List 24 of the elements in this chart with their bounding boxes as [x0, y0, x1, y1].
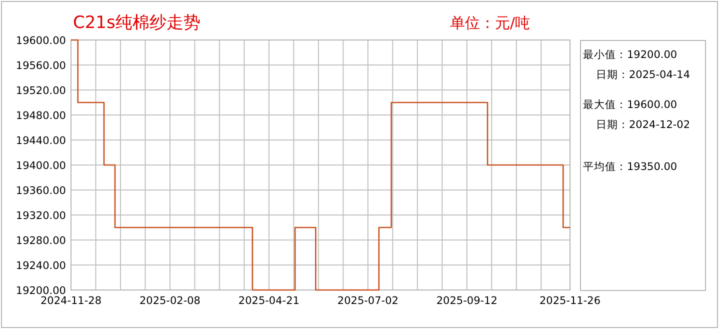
x-tick-label: 2025-11-26 [539, 295, 601, 307]
x-tick-label: 2025-04-21 [238, 295, 300, 307]
y-tick-label: 19480.00 [16, 110, 66, 122]
text: 日期：2024-12-02 [596, 119, 690, 131]
y-tick-label: 19240.00 [16, 260, 66, 272]
y-tick-label: 19320.00 [16, 210, 66, 222]
chart-title: C21s纯棉纱走势 [73, 13, 200, 33]
x-tick-label: 2024-11-28 [40, 295, 102, 307]
y-tick-label: 19360.00 [16, 185, 66, 197]
y-tick-label: 19440.00 [16, 135, 66, 147]
x-tick-label: 2025-02-08 [139, 295, 200, 307]
y-tick-label: 19400.00 [16, 160, 66, 172]
x-tick-label: 2025-09-12 [436, 295, 498, 307]
x-tick-label: 2025-07-02 [337, 295, 398, 307]
text: 最大值：19600.00 [583, 98, 678, 111]
y-tick-label: 19560.00 [16, 60, 66, 72]
chart-subtitle: 单位：元/吨 [450, 14, 530, 32]
y-tick-label: 19200.00 [16, 285, 66, 297]
y-tick-label: 19520.00 [16, 85, 66, 97]
text: 最小值：19200.00 [583, 48, 678, 61]
y-tick-label: 19600.00 [16, 35, 66, 47]
text: 平均值：19350.00 [583, 161, 678, 173]
y-tick-label: 19280.00 [16, 235, 66, 247]
text: 日期：2025-04-14 [596, 69, 690, 81]
